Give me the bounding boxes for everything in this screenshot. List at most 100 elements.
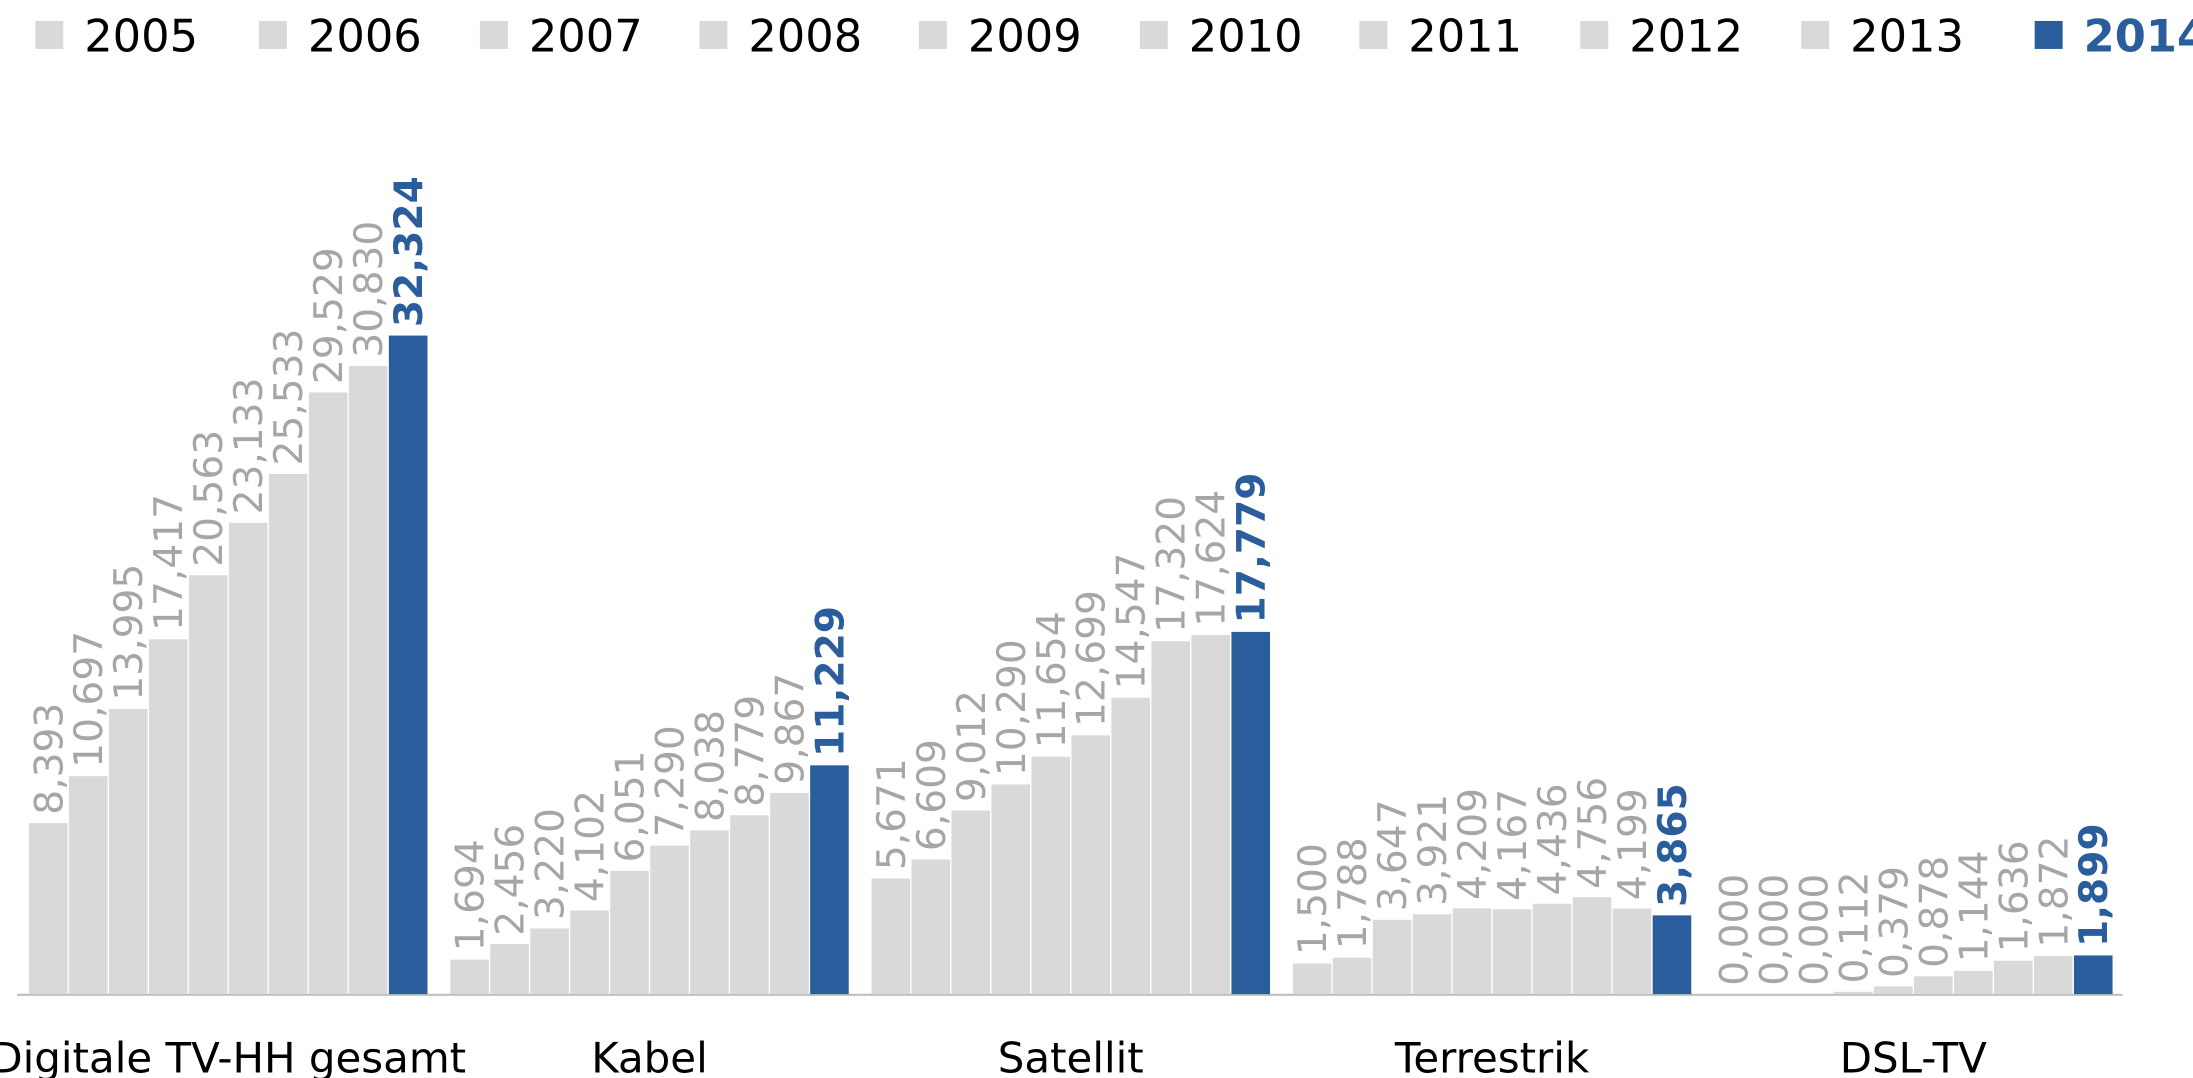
bar <box>810 765 849 995</box>
bar <box>1332 957 1372 995</box>
legend-swatch <box>35 20 64 49</box>
bar <box>2033 955 2073 995</box>
value-label: 1,788 <box>1331 837 1376 949</box>
bar <box>1231 631 1271 995</box>
category-label: DSL-TV <box>1840 1033 1987 1078</box>
value-label: 11,229 <box>808 606 853 757</box>
bar <box>1412 914 1452 995</box>
bar <box>1572 897 1612 995</box>
value-label: 23,133 <box>227 378 272 515</box>
value-label: 4,209 <box>1451 788 1496 900</box>
bar <box>871 878 911 995</box>
value-label: 10,290 <box>990 639 1035 776</box>
value-label: 3,921 <box>1411 794 1456 906</box>
value-label: 4,102 <box>569 790 614 902</box>
bar <box>28 823 68 995</box>
bar <box>148 639 188 995</box>
bar <box>1874 986 1913 995</box>
bar <box>690 830 729 995</box>
legend-label: 2012 <box>1629 10 1743 63</box>
bar <box>68 776 108 995</box>
value-label: 6,051 <box>608 750 653 862</box>
bar <box>650 845 689 995</box>
legend-label: 2011 <box>1408 10 1522 63</box>
bar <box>1954 970 1993 995</box>
value-label: 9,012 <box>950 690 995 802</box>
value-label: 0,379 <box>1872 866 1917 978</box>
value-label: 1,636 <box>1992 840 2037 952</box>
legend-label: 2007 <box>529 10 643 63</box>
bar <box>610 870 649 995</box>
value-label: 4,167 <box>1491 789 1536 901</box>
value-label: 1,899 <box>2072 823 2117 947</box>
value-label: 8,038 <box>688 710 733 822</box>
bar <box>308 392 348 995</box>
bar <box>770 793 809 995</box>
bar <box>388 335 428 995</box>
legend-swatch <box>699 20 728 49</box>
legend-swatch <box>1359 20 1388 49</box>
bar <box>570 910 609 995</box>
value-label: 14,547 <box>1110 552 1155 689</box>
bar <box>1532 903 1572 995</box>
legend-swatch <box>1580 20 1609 49</box>
value-label: 1,694 <box>449 839 494 951</box>
value-label: 0,112 <box>1832 871 1877 983</box>
value-label: 0,000 <box>1792 874 1837 986</box>
value-label: 17,417 <box>147 494 192 631</box>
legend-label: 2005 <box>84 10 198 63</box>
bar <box>1292 963 1332 995</box>
bar <box>1372 919 1412 995</box>
value-label: 29,529 <box>307 247 352 384</box>
legend-label: 2009 <box>968 10 1082 63</box>
value-label: 3,647 <box>1371 799 1416 911</box>
value-label: 5,671 <box>870 758 915 870</box>
bar <box>1191 635 1231 995</box>
bar <box>530 928 569 995</box>
value-label: 11,654 <box>1030 611 1075 748</box>
value-label: 4,199 <box>1611 788 1656 900</box>
category-label: Terrestrik <box>1394 1033 1590 1078</box>
category-label: Kabel <box>591 1033 708 1078</box>
legend-swatch <box>479 20 508 49</box>
legend-swatch <box>918 20 947 49</box>
bar <box>951 810 991 995</box>
legend-label: 2013 <box>1850 10 1964 63</box>
value-label: 32,324 <box>387 176 432 327</box>
value-label: 17,624 <box>1190 490 1235 627</box>
bar <box>450 959 489 995</box>
category-label: Digitale TV-HH gesamt <box>0 1033 466 1078</box>
legend-label: 2010 <box>1189 10 1303 63</box>
value-label: 9,867 <box>768 673 813 785</box>
legend-swatch <box>1801 20 1830 49</box>
value-label: 8,779 <box>728 695 773 807</box>
value-label: 17,320 <box>1150 496 1195 633</box>
bar <box>108 708 148 995</box>
value-label: 2,456 <box>489 824 534 936</box>
value-label: 1,144 <box>1952 850 1997 962</box>
bar <box>1612 908 1652 995</box>
legend-label: 2008 <box>748 10 862 63</box>
value-label: 25,533 <box>267 329 312 466</box>
value-label: 10,697 <box>67 631 112 768</box>
value-label: 3,220 <box>529 808 574 920</box>
bar <box>911 859 951 995</box>
bar <box>1452 908 1492 995</box>
value-label: 3,865 <box>1651 783 1696 907</box>
bar <box>348 366 388 995</box>
category-label: Satellit <box>998 1033 1144 1078</box>
value-label: 0,000 <box>1752 874 1797 986</box>
value-label: 4,436 <box>1531 783 1576 895</box>
value-label: 0,878 <box>1912 856 1957 968</box>
bar <box>1993 960 2033 995</box>
value-label: 13,995 <box>107 564 152 701</box>
legend-swatch <box>2034 20 2063 49</box>
value-label: 12,699 <box>1070 590 1115 727</box>
value-label: 0,000 <box>1712 874 1757 986</box>
bar <box>1834 991 1873 995</box>
bar <box>228 522 268 995</box>
value-label: 7,290 <box>648 725 693 837</box>
bar <box>1652 915 1692 995</box>
bar <box>991 784 1031 995</box>
